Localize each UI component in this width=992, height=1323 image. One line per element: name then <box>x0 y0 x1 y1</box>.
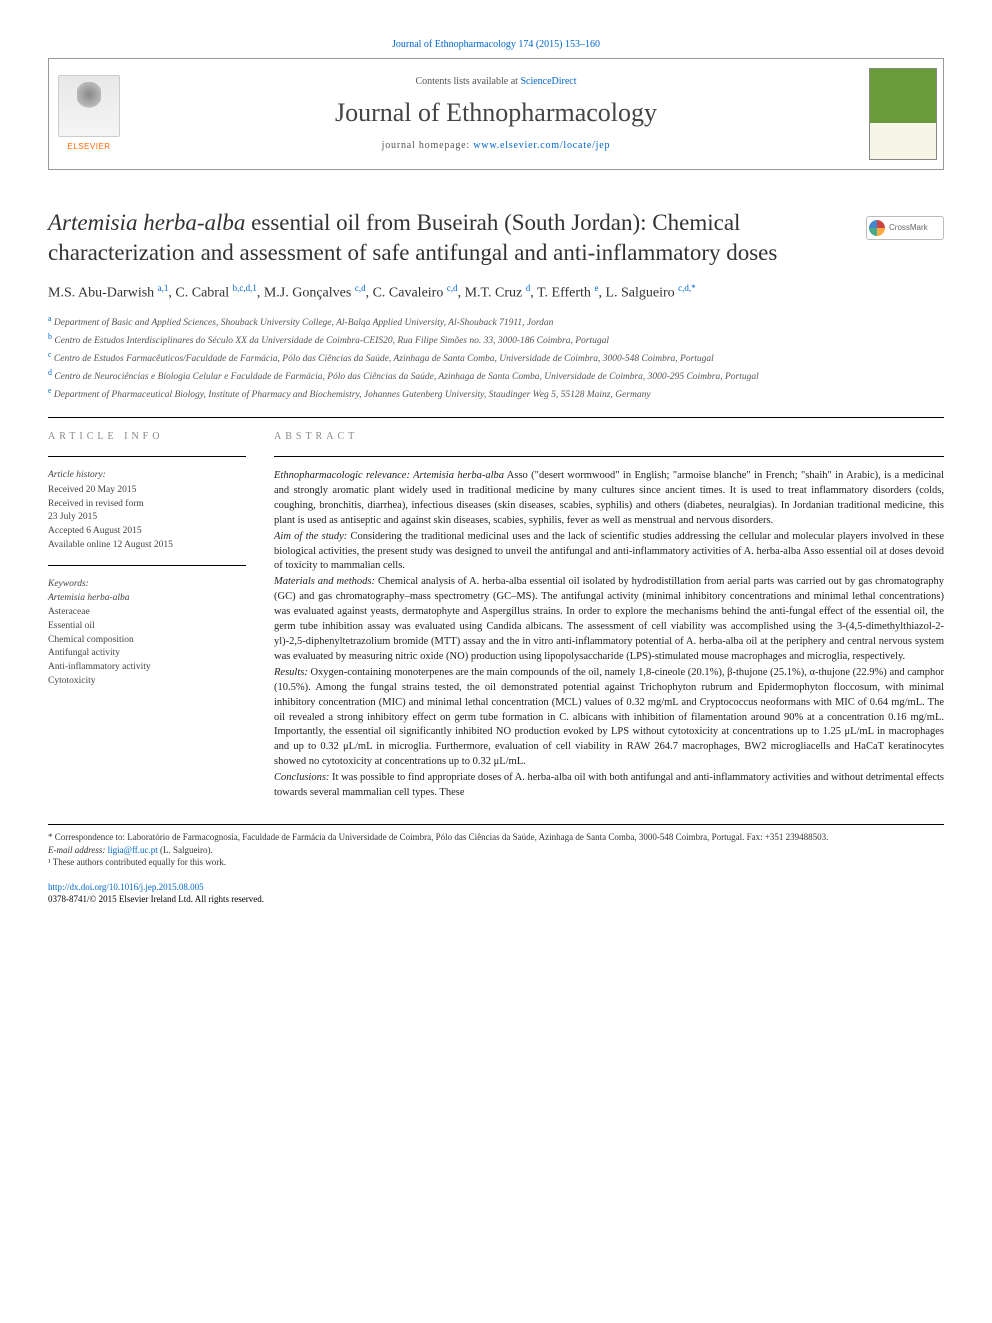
article-title: Artemisia herba-alba essential oil from … <box>48 208 944 268</box>
affiliation: a Department of Basic and Applied Scienc… <box>48 313 944 331</box>
article-history: Article history: Received 20 May 2015Rec… <box>48 469 246 553</box>
email-line: E-mail address: ligia@ff.uc.pt (L. Salgu… <box>48 844 944 857</box>
article-info-heading: ARTICLE INFO <box>48 430 246 444</box>
email-label: E-mail address: <box>48 845 108 855</box>
journal-homepage: journal homepage: www.elsevier.com/locat… <box>129 139 863 153</box>
history-line: Received 20 May 2015 <box>48 484 246 498</box>
affiliation: e Department of Pharmaceutical Biology, … <box>48 385 944 403</box>
issn-copyright: 0378-8741/© 2015 Elsevier Ireland Ltd. A… <box>48 894 264 904</box>
correspondence-note: * Correspondence to: Laboratório de Farm… <box>48 831 944 844</box>
homepage-link[interactable]: www.elsevier.com/locate/jep <box>473 140 610 151</box>
contents-available: Contents lists available at ScienceDirec… <box>129 75 863 89</box>
affiliation-list: a Department of Basic and Applied Scienc… <box>48 313 944 403</box>
abstract-paragraph: Conclusions: It was possible to find app… <box>274 771 944 801</box>
history-line: Accepted 6 August 2015 <box>48 525 246 539</box>
history-line: Available online 12 August 2015 <box>48 539 246 553</box>
divider <box>48 417 944 418</box>
keyword: Chemical composition <box>48 634 246 648</box>
journal-title: Journal of Ethnopharmacology <box>129 95 863 131</box>
divider <box>48 565 246 566</box>
abstract-paragraph: Aim of the study: Considering the tradit… <box>274 530 944 575</box>
keywords-block: Keywords: Artemisia herba-albaAsteraceae… <box>48 578 246 689</box>
abstract-paragraph: Ethnopharmacologic relevance: Artemisia … <box>274 469 944 529</box>
keyword: Anti-inflammatory activity <box>48 661 246 675</box>
title-italic: Artemisia herba-alba <box>48 210 245 235</box>
divider <box>274 456 944 457</box>
publisher-name: ELSEVIER <box>67 141 110 152</box>
journal-cover-icon <box>869 68 937 160</box>
abstract-heading: ABSTRACT <box>274 430 944 444</box>
history-line: Received in revised form <box>48 498 246 512</box>
crossmark-icon <box>869 220 885 236</box>
contents-text: Contents lists available at <box>415 76 520 87</box>
history-label: Article history: <box>48 469 246 483</box>
email-link[interactable]: ligia@ff.uc.pt <box>108 845 158 855</box>
journal-header: ELSEVIER Contents lists available at Sci… <box>48 58 944 170</box>
affiliation: d Centro de Neurociências e Biologia Cel… <box>48 367 944 385</box>
crossmark-label: CrossMark <box>889 222 928 233</box>
citation-link[interactable]: Journal of Ethnopharmacology 174 (2015) … <box>48 38 944 52</box>
sciencedirect-link[interactable]: ScienceDirect <box>520 76 576 87</box>
keywords-label: Keywords: <box>48 578 246 592</box>
header-center: Contents lists available at ScienceDirec… <box>129 59 863 169</box>
affiliation: c Centro de Estudos Farmacêuticos/Faculd… <box>48 349 944 367</box>
journal-cover-block <box>863 59 943 169</box>
affiliation: b Centro de Estudos Interdisciplinares d… <box>48 331 944 349</box>
footnotes: * Correspondence to: Laboratório de Farm… <box>48 824 944 869</box>
publisher-logo-block: ELSEVIER <box>49 59 129 169</box>
doi-block: http://dx.doi.org/10.1016/j.jep.2015.08.… <box>48 881 944 906</box>
author-list: M.S. Abu-Darwish a,1, C. Cabral b,c,d,1,… <box>48 282 944 304</box>
elsevier-tree-icon <box>58 75 120 137</box>
keyword: Cytotoxicity <box>48 675 246 689</box>
abstract-paragraph: Results: Oxygen-containing monoterpenes … <box>274 666 944 770</box>
homepage-label: journal homepage: <box>382 140 474 151</box>
doi-link[interactable]: http://dx.doi.org/10.1016/j.jep.2015.08.… <box>48 882 204 892</box>
abstract-body: Ethnopharmacologic relevance: Artemisia … <box>274 469 944 801</box>
email-suffix: (L. Salgueiro). <box>158 845 213 855</box>
keyword: Antifungal activity <box>48 647 246 661</box>
abstract-paragraph: Materials and methods: Chemical analysis… <box>274 575 944 664</box>
keyword: Artemisia herba-alba <box>48 592 246 606</box>
equal-contribution-note: ¹ These authors contributed equally for … <box>48 856 944 869</box>
history-line: 23 July 2015 <box>48 511 246 525</box>
keyword: Asteraceae <box>48 606 246 620</box>
crossmark-badge[interactable]: CrossMark <box>866 216 944 240</box>
divider <box>48 456 246 457</box>
keyword: Essential oil <box>48 620 246 634</box>
